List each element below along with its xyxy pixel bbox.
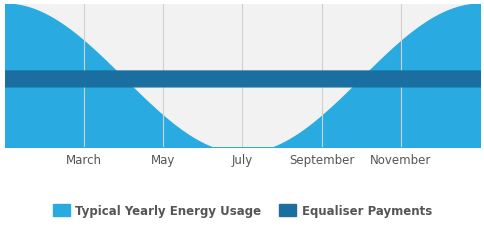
Legend: Typical Yearly Energy Usage, Equaliser Payments: Typical Yearly Energy Usage, Equaliser P… bbox=[48, 200, 436, 222]
